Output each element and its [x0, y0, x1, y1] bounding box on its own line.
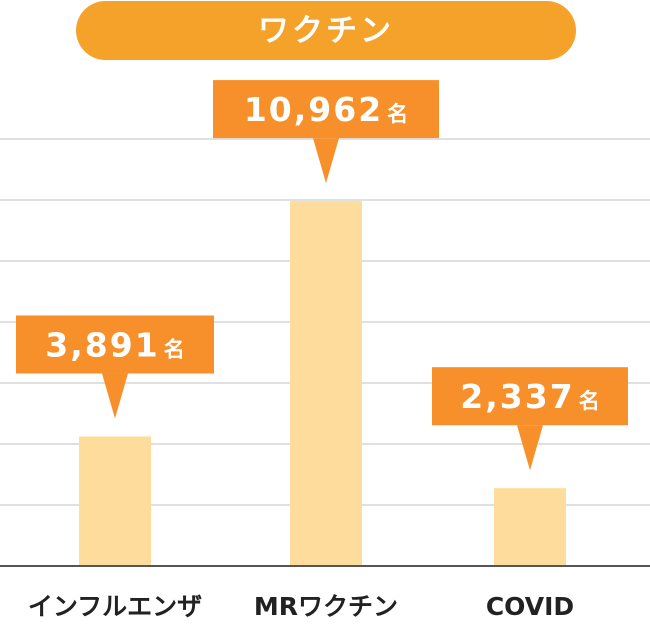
callout-pointer: [102, 373, 128, 419]
callout-box: [213, 80, 439, 139]
bars: [79, 201, 566, 566]
category-label: インフルエンザ: [28, 592, 202, 621]
callout-box: [16, 315, 214, 374]
bar: [290, 201, 362, 566]
value-callouts: 3,891 名10,962 名2,337 名: [16, 80, 628, 471]
chart-title: ワクチン: [258, 13, 394, 49]
category-labels: インフルエンザ MRワクチン COVID: [28, 592, 574, 621]
callout-pointer: [313, 138, 339, 184]
category-label: MRワクチン: [254, 592, 398, 621]
data-label: 2,337 名: [460, 377, 599, 416]
chart-title-pill: ワクチン: [76, 1, 576, 60]
data-label-unit: 名: [579, 389, 600, 413]
value-callout: 2,337 名: [432, 367, 628, 471]
callout-pointer: [517, 425, 543, 471]
data-label-value: 3,891: [45, 325, 159, 364]
data-label: 10,962 名: [244, 90, 408, 129]
bar: [79, 436, 151, 566]
data-label: 3,891 名: [45, 325, 184, 364]
bar: [494, 488, 566, 566]
callout-box: [432, 367, 628, 426]
value-callout: 10,962 名: [213, 80, 439, 184]
data-label-unit: 名: [387, 102, 408, 126]
data-label-unit: 名: [164, 337, 185, 361]
data-label-value: 2,337: [460, 377, 574, 416]
value-callout: 3,891 名: [16, 315, 214, 419]
chart-title-background: [76, 1, 576, 60]
category-label: COVID: [486, 592, 574, 621]
data-label-value: 10,962: [244, 90, 383, 129]
